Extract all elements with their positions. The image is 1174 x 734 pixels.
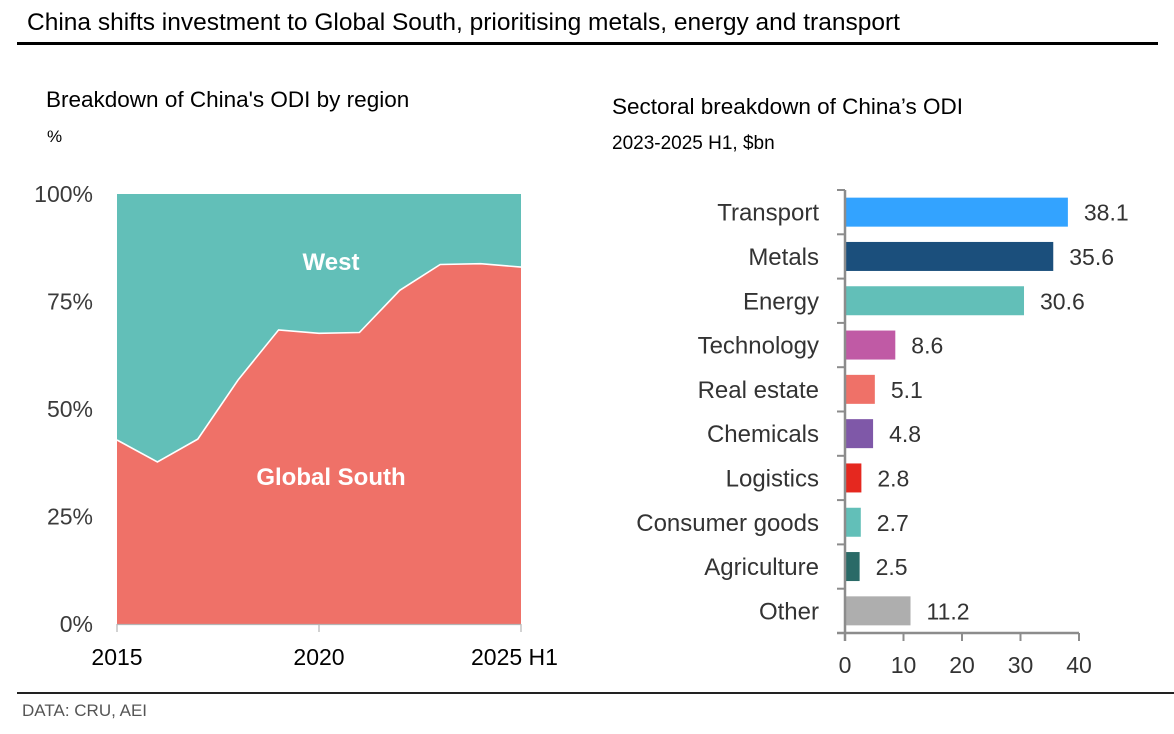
bar-chemicals xyxy=(846,419,874,449)
area-west xyxy=(117,194,521,462)
bar-transport xyxy=(846,197,1068,227)
bar-technology xyxy=(846,330,896,360)
bar-metals xyxy=(846,241,1054,271)
annotation-west: West xyxy=(303,249,360,276)
value-label: 38.1 xyxy=(1084,200,1129,226)
y-tick-label: 75% xyxy=(47,289,93,315)
y-tick-label: 100% xyxy=(34,181,93,207)
x-tick-label: 20 xyxy=(949,652,975,678)
x-tick-label: 2015 xyxy=(91,644,142,670)
value-label: 4.8 xyxy=(889,421,921,447)
category-label: Transport xyxy=(717,200,819,227)
y-tick-label: 50% xyxy=(47,396,93,422)
category-label: Consumer goods xyxy=(636,510,819,537)
value-label: 8.6 xyxy=(911,333,943,359)
bar-chart-title: Sectoral breakdown of China’s ODI xyxy=(612,94,964,119)
area-global-south xyxy=(117,263,521,624)
category-label: Energy xyxy=(743,288,819,315)
bar-chart: Transport 38.1 Metals 35.6 Energy 30.6 Technol… xyxy=(636,189,1129,678)
y-tick-label: 0% xyxy=(60,611,93,637)
x-tick-label: 0 xyxy=(839,652,852,678)
footer-divider xyxy=(17,692,1174,694)
chart-main-title: China shifts investment to Global South,… xyxy=(27,9,900,36)
category-label: Real estate xyxy=(698,377,819,404)
bar-other xyxy=(846,596,911,626)
area-boundary-line xyxy=(116,262,522,463)
bar-chart-subtitle: 2023-2025 H1, $bn xyxy=(612,133,775,154)
source-note: DATA: CRU, AEI xyxy=(22,701,148,720)
value-label: 11.2 xyxy=(927,598,970,624)
value-label: 5.1 xyxy=(891,377,923,403)
value-label: 35.6 xyxy=(1069,244,1114,270)
value-label: 2.8 xyxy=(877,465,909,491)
x-tick-label: 40 xyxy=(1066,652,1092,678)
category-label: Logistics xyxy=(726,465,819,492)
x-tick-label: 30 xyxy=(1008,652,1034,678)
bar-consumer-goods xyxy=(846,507,861,537)
area-chart: 0% 25% 50% 75% 100% 2015 2020 2025 H1 West Glo… xyxy=(34,181,558,670)
area-chart-unit: % xyxy=(47,127,63,146)
x-tick-label: 10 xyxy=(891,652,917,678)
bar-energy xyxy=(846,286,1025,316)
bar-logistics xyxy=(846,463,862,493)
bar-real-estate xyxy=(846,374,875,404)
category-label: Chemicals xyxy=(707,421,819,448)
category-label: Metals xyxy=(748,244,819,271)
bar-agriculture xyxy=(846,552,860,582)
value-label: 2.7 xyxy=(877,510,909,536)
category-label: Technology xyxy=(698,333,819,360)
category-label: Other xyxy=(759,598,819,625)
y-tick-label: 25% xyxy=(47,504,93,530)
x-tick-label: 2020 xyxy=(293,644,344,670)
title-divider xyxy=(17,42,1158,45)
category-label: Agriculture xyxy=(704,554,819,581)
value-label: 30.6 xyxy=(1040,288,1085,314)
area-chart-title: Breakdown of China's ODI by region xyxy=(46,87,410,112)
annotation-global-south: Global South xyxy=(256,464,405,491)
value-label: 2.5 xyxy=(876,554,908,580)
x-tick-label: 2025 H1 xyxy=(471,644,558,670)
